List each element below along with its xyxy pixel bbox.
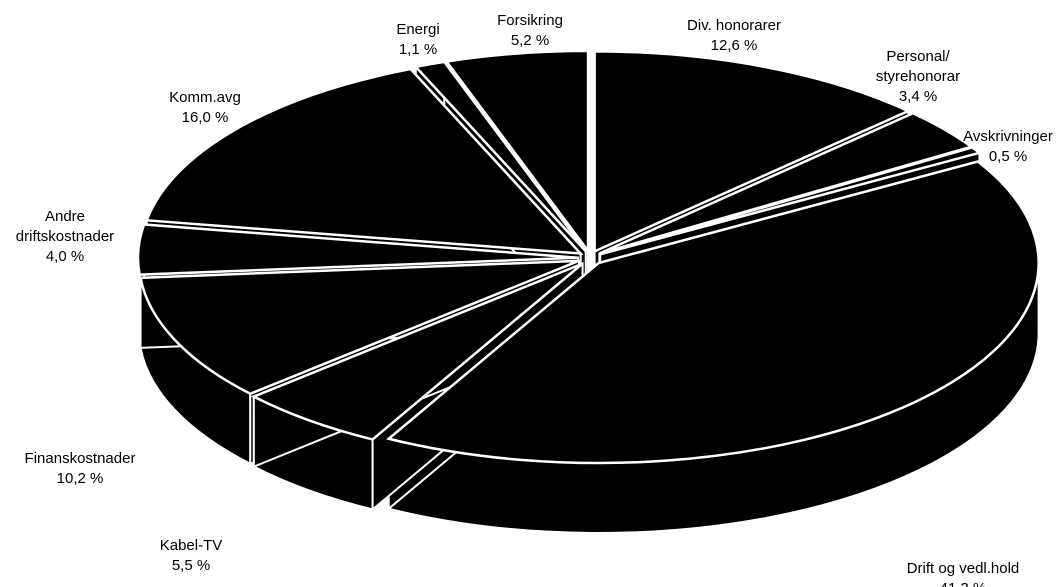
pie-slice-div-honorarer	[593, 50, 912, 254]
slice-label-line: Kabel-TV	[160, 537, 223, 554]
pie-slice-komm-avg	[144, 67, 584, 256]
slice-label-line: Avskrivninger	[963, 128, 1053, 145]
slice-label-line: 3,4 %	[899, 88, 937, 105]
slice-label-finanskostnader: Finanskostnader 10,2 %	[25, 450, 136, 487]
pie-labels: Div. honorarer 12,6 % Personal/styrehonora…	[16, 12, 1053, 587]
slice-label-line: Forsikring	[497, 12, 563, 29]
slice-label-div-honorarer: Div. honorarer 12,6 %	[687, 17, 781, 54]
slice-label-line: Andre	[45, 208, 85, 225]
slice-label-line: 41,3 %	[940, 580, 987, 587]
slice-label-line: Finanskostnader	[25, 450, 136, 467]
pie-slice-kabel-tv	[250, 262, 584, 441]
slice-label-line: Energi	[396, 21, 439, 38]
slice-label-line: Personal/	[886, 48, 950, 65]
slice-label-energi: Energi 1,1 %	[396, 21, 439, 58]
slice-label-line: driftskostnader	[16, 228, 114, 245]
slice-label-kabel-tv: Kabel-TV 5,5 %	[160, 537, 223, 574]
pie-slice-energi	[413, 60, 587, 253]
slice-label-line: Drift og vedl.hold	[907, 560, 1020, 577]
pie-top-layer	[136, 49, 1040, 465]
slice-label-line: 5,5 %	[172, 557, 210, 574]
pie-slice-drift-og-vedl-hold	[386, 160, 1040, 465]
slice-label-line: Komm.avg	[169, 89, 241, 106]
slice-label-line: 1,1 %	[399, 41, 437, 58]
slice-label-line: 0,5 %	[989, 148, 1027, 165]
pie-slice-avskrivninger	[599, 146, 983, 256]
slice-label-line: 16,0 %	[182, 109, 229, 126]
pie-slice-forsikring	[444, 49, 590, 255]
slice-label-avskrivninger: Avskrivninger 0,5 %	[963, 128, 1053, 165]
slice-label-line: 5,2 %	[511, 32, 549, 49]
slice-label-line: 12,6 %	[711, 37, 758, 54]
slice-label-forsikring: Forsikring 5,2 %	[497, 12, 563, 49]
slice-label-drift-og-vedl-hold: Drift og vedl.hold 41,3 %	[907, 560, 1020, 587]
slice-label-komm-avg: Komm.avg 16,0 %	[169, 89, 241, 126]
slice-label-personal-styrehonorar: Personal/styrehonorar 3,4 %	[876, 48, 960, 105]
slice-label-line: 4,0 %	[46, 248, 84, 265]
slice-label-line: Div. honorarer	[687, 17, 781, 34]
pie-slice-andre-driftskostnader	[136, 223, 579, 276]
slice-label-andre-driftskostnader: Andre driftskostnader 4,0 %	[16, 208, 114, 265]
pie-slice-finanskostnader	[139, 259, 580, 396]
slice-label-line: styrehonorar	[876, 68, 960, 85]
slice-label-line: 10,2 %	[57, 470, 104, 487]
